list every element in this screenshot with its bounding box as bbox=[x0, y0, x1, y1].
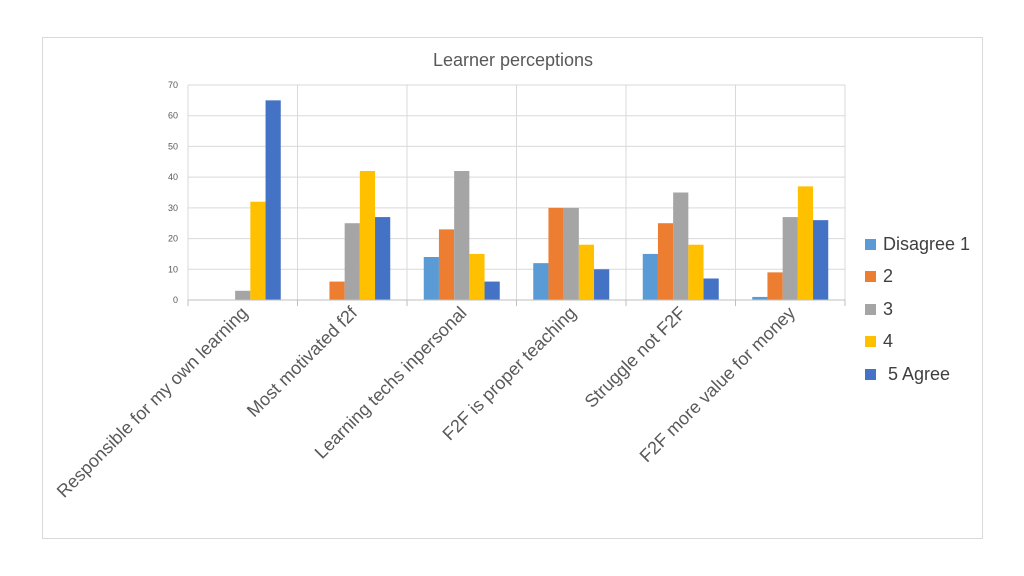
legend-swatch bbox=[865, 271, 876, 283]
bar bbox=[594, 269, 610, 300]
x-category-label: Most motivated f2f bbox=[243, 302, 362, 421]
bar bbox=[438, 229, 455, 300]
bar bbox=[782, 217, 798, 300]
y-tick-label: 50 bbox=[168, 141, 178, 151]
x-category-label: Responsible for my own learning bbox=[53, 303, 252, 502]
legend-label: 4 bbox=[883, 331, 894, 352]
bar bbox=[329, 281, 345, 300]
bar bbox=[375, 217, 391, 300]
bar bbox=[703, 278, 719, 300]
legend-swatch bbox=[865, 238, 876, 250]
bar bbox=[344, 223, 360, 300]
y-tick-label: 30 bbox=[168, 203, 178, 213]
x-category-label: Struggle not F2F bbox=[581, 303, 690, 412]
y-tick-label: 40 bbox=[168, 172, 178, 182]
legend-label: Disagree 1 bbox=[883, 233, 971, 254]
legend-label: 5 Agree bbox=[883, 363, 951, 384]
bar bbox=[642, 253, 658, 300]
bar bbox=[673, 192, 689, 300]
bar bbox=[423, 257, 439, 300]
bar bbox=[454, 171, 470, 300]
bar bbox=[657, 223, 674, 300]
legend-item: 5 Agree bbox=[865, 358, 970, 391]
bar bbox=[359, 171, 376, 300]
legend-item: Disagree 1 bbox=[865, 228, 970, 261]
bar bbox=[563, 207, 579, 300]
x-axis bbox=[187, 299, 846, 306]
bar bbox=[752, 296, 768, 300]
legend-item: 2 bbox=[865, 261, 970, 294]
legend-swatch bbox=[865, 336, 876, 348]
legend-item: 3 bbox=[865, 293, 970, 326]
legend-label: 2 bbox=[883, 266, 894, 287]
bar bbox=[469, 253, 485, 300]
bar bbox=[767, 272, 783, 300]
y-tick-label: 70 bbox=[168, 80, 178, 90]
legend-item: 4 bbox=[865, 326, 970, 359]
bar bbox=[533, 263, 549, 300]
legend: Disagree 1 2 3 4 5 Agree bbox=[865, 228, 970, 391]
bars bbox=[235, 100, 829, 300]
y-tick-label: 20 bbox=[168, 234, 178, 244]
bar bbox=[813, 220, 829, 300]
y-tick-label: 0 bbox=[173, 295, 178, 305]
bar bbox=[797, 186, 814, 300]
legend-swatch bbox=[865, 303, 876, 315]
bar bbox=[484, 281, 500, 300]
gridlines bbox=[187, 84, 846, 300]
bar bbox=[688, 244, 704, 300]
bar bbox=[235, 290, 251, 300]
y-axis-ticks: 0 10 20 30 40 50 60 70 bbox=[168, 80, 178, 305]
y-tick-label: 60 bbox=[168, 111, 178, 121]
y-tick-label: 10 bbox=[168, 264, 178, 274]
chart-title: Learner perceptions bbox=[433, 50, 593, 70]
bar bbox=[250, 201, 266, 300]
legend-label: 3 bbox=[883, 298, 894, 319]
bar bbox=[265, 100, 281, 300]
bar bbox=[578, 244, 595, 300]
legend-swatch bbox=[865, 368, 876, 380]
bar bbox=[548, 207, 564, 300]
